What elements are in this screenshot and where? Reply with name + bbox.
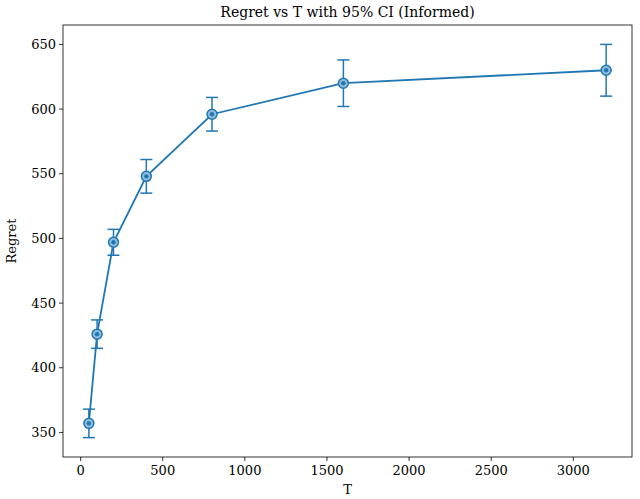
x-tick (573, 457, 574, 461)
x-tick-label: 1000 (228, 463, 261, 478)
error-bar (83, 409, 95, 437)
error-bar (107, 229, 119, 255)
y-tick-label: 550 (31, 166, 56, 181)
marker-dot (341, 81, 345, 85)
error-cap (107, 229, 119, 231)
error-cap (91, 319, 103, 321)
y-axis-label: Regret (4, 218, 19, 264)
error-cap (83, 437, 95, 439)
error-cap (140, 192, 152, 194)
error-bar (140, 160, 152, 194)
x-axis-label: T (343, 482, 352, 497)
x-tick-label: 3000 (557, 463, 590, 478)
y-tick-label: 450 (31, 296, 56, 311)
error-cap (600, 44, 612, 46)
x-tick (326, 457, 327, 461)
x-tick-label: 0 (77, 463, 85, 478)
marker-dot (604, 68, 608, 72)
series-line (89, 70, 606, 423)
point (84, 418, 94, 428)
error-cap (91, 348, 103, 350)
error-bar (91, 320, 103, 348)
y-tick-label: 600 (31, 102, 56, 117)
marker-ring (108, 237, 118, 247)
x-tick (409, 457, 410, 461)
x-tick (244, 457, 245, 461)
marker-dot (144, 174, 148, 178)
error-cap (206, 97, 218, 99)
plot-frame (63, 25, 632, 457)
marker-ring (84, 418, 94, 428)
y-tick (59, 109, 63, 110)
y-tick (59, 44, 63, 45)
error-cap (83, 408, 95, 410)
marker-dot (111, 240, 115, 244)
y-tick-label: 650 (31, 37, 56, 52)
error-cap (140, 159, 152, 161)
error-cap (337, 106, 349, 108)
plot-area (83, 44, 612, 437)
marker-dot (87, 421, 91, 425)
x-tick (162, 457, 163, 461)
error-bar (337, 60, 349, 107)
y-tick-label: 350 (31, 425, 56, 440)
title: Regret vs T with 95% CI (Informed) (220, 4, 474, 20)
y-tick (59, 432, 63, 433)
error-cap (107, 254, 119, 256)
chart: 0 500 1000 1500 2000 2500 3000 350 400 450 500 550 6… (0, 0, 640, 499)
marker-ring (601, 65, 611, 75)
point (601, 65, 611, 75)
y-tick (59, 303, 63, 304)
point (338, 78, 348, 88)
marker-dot (95, 332, 99, 336)
x-tick-label: 500 (150, 463, 175, 478)
x-tick-label: 1500 (310, 463, 343, 478)
marker-dot (210, 112, 214, 116)
y-tick-label: 500 (31, 231, 56, 246)
marker-ring (207, 109, 217, 119)
marker-ring (141, 171, 151, 181)
x-tick-label: 2000 (393, 463, 426, 478)
error-cap (337, 59, 349, 61)
marker-ring (338, 78, 348, 88)
y-tick (59, 173, 63, 174)
error-bar (206, 97, 218, 131)
point (92, 329, 102, 339)
y-tick (59, 238, 63, 239)
point (141, 171, 151, 181)
marker-ring (92, 329, 102, 339)
y-tick (59, 367, 63, 368)
point (108, 237, 118, 247)
y-tick-label: 400 (31, 360, 56, 375)
x-tick (491, 457, 492, 461)
point (207, 109, 217, 119)
error-cap (206, 130, 218, 132)
x-tick (80, 457, 81, 461)
error-bar (600, 44, 612, 96)
x-tick-label: 2500 (475, 463, 508, 478)
error-cap (600, 95, 612, 97)
